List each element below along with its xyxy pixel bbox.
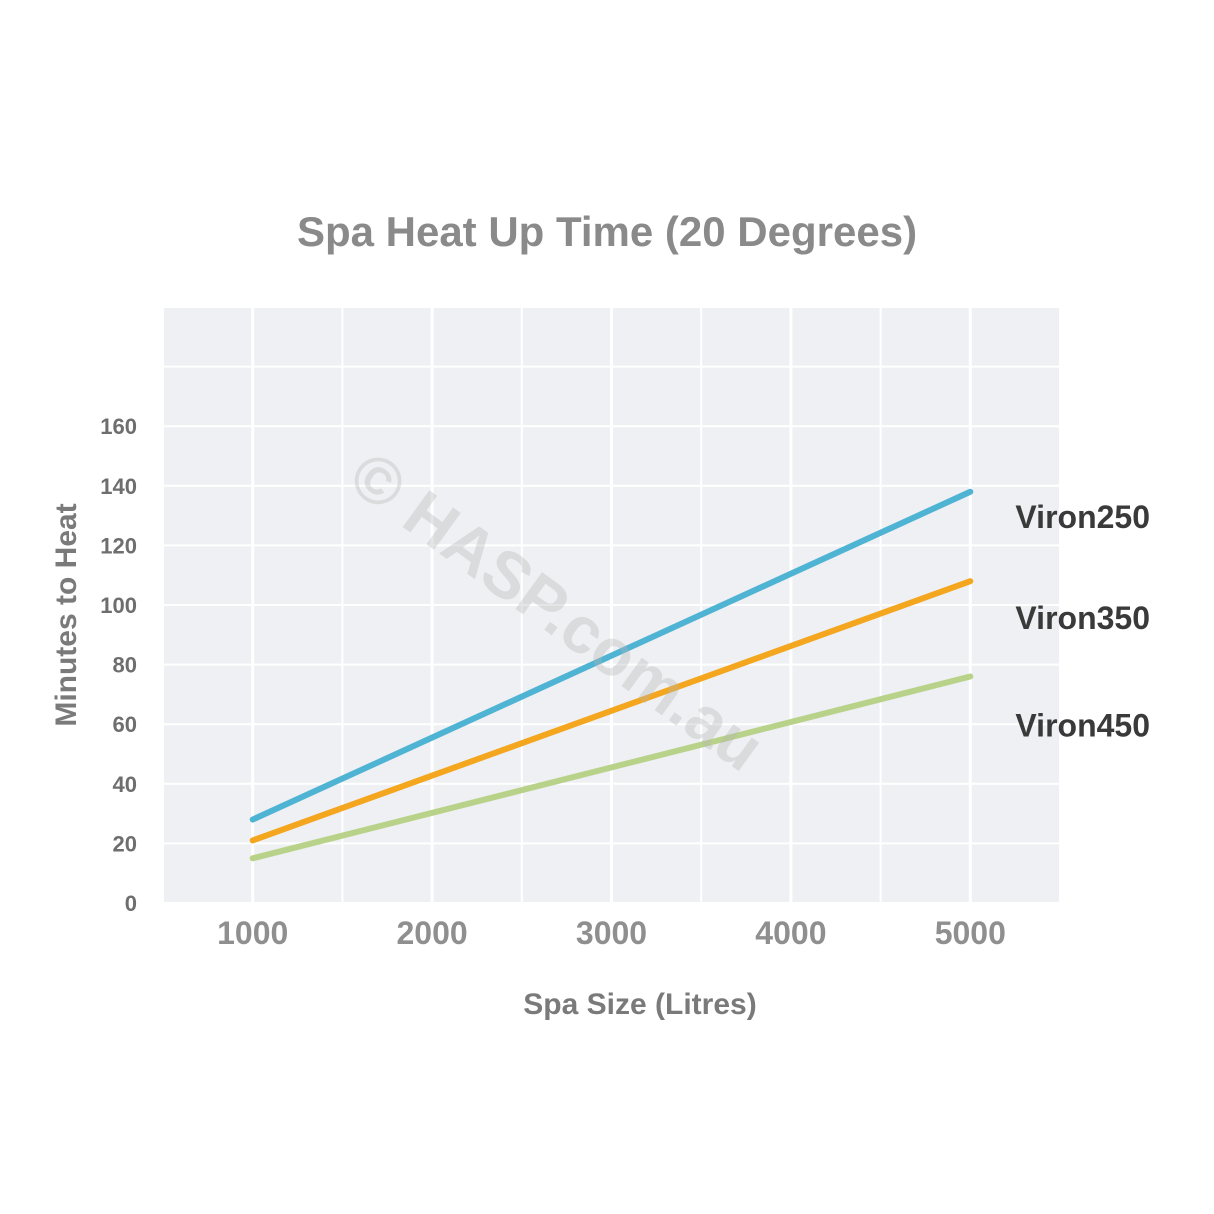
series-label-viron450: Viron450 <box>1015 708 1150 744</box>
y-tick-label: 100 <box>100 593 137 618</box>
series-labels: Viron250 Viron350 Viron450 <box>1015 499 1150 744</box>
y-tick-label: 0 <box>125 891 137 916</box>
y-tick-labels: 0 20 40 60 80 100 120 140 160 <box>100 414 137 916</box>
series-lines <box>249 488 974 862</box>
grid <box>162 306 1061 904</box>
x-tick-label: 1000 <box>217 915 288 951</box>
y-tick-label: 80 <box>113 653 137 678</box>
x-tick-label: 5000 <box>935 915 1006 951</box>
x-tick-label: 3000 <box>576 915 647 951</box>
series-line-viron450 <box>249 673 974 862</box>
series-line-viron250 <box>249 488 974 823</box>
y-tick-label: 20 <box>113 831 137 856</box>
x-axis-label: Spa Size (Litres) <box>523 988 756 1021</box>
y-axis-label: Minutes to Heat <box>50 503 83 726</box>
y-tick-label: 160 <box>100 414 137 439</box>
series-label-viron250: Viron250 <box>1015 499 1150 535</box>
chart-title: Spa Heat Up Time (20 Degrees) <box>297 208 917 255</box>
x-tick-label: 4000 <box>755 915 826 951</box>
x-tick-label: 2000 <box>397 915 468 951</box>
y-tick-label: 140 <box>100 474 137 499</box>
y-tick-label: 60 <box>113 712 137 737</box>
series-line-viron350 <box>249 578 974 844</box>
series-label-viron350: Viron350 <box>1015 600 1150 636</box>
y-tick-label: 120 <box>100 533 137 558</box>
x-tick-labels: 1000 2000 3000 4000 5000 <box>217 915 1006 951</box>
y-tick-label: 40 <box>113 772 137 797</box>
